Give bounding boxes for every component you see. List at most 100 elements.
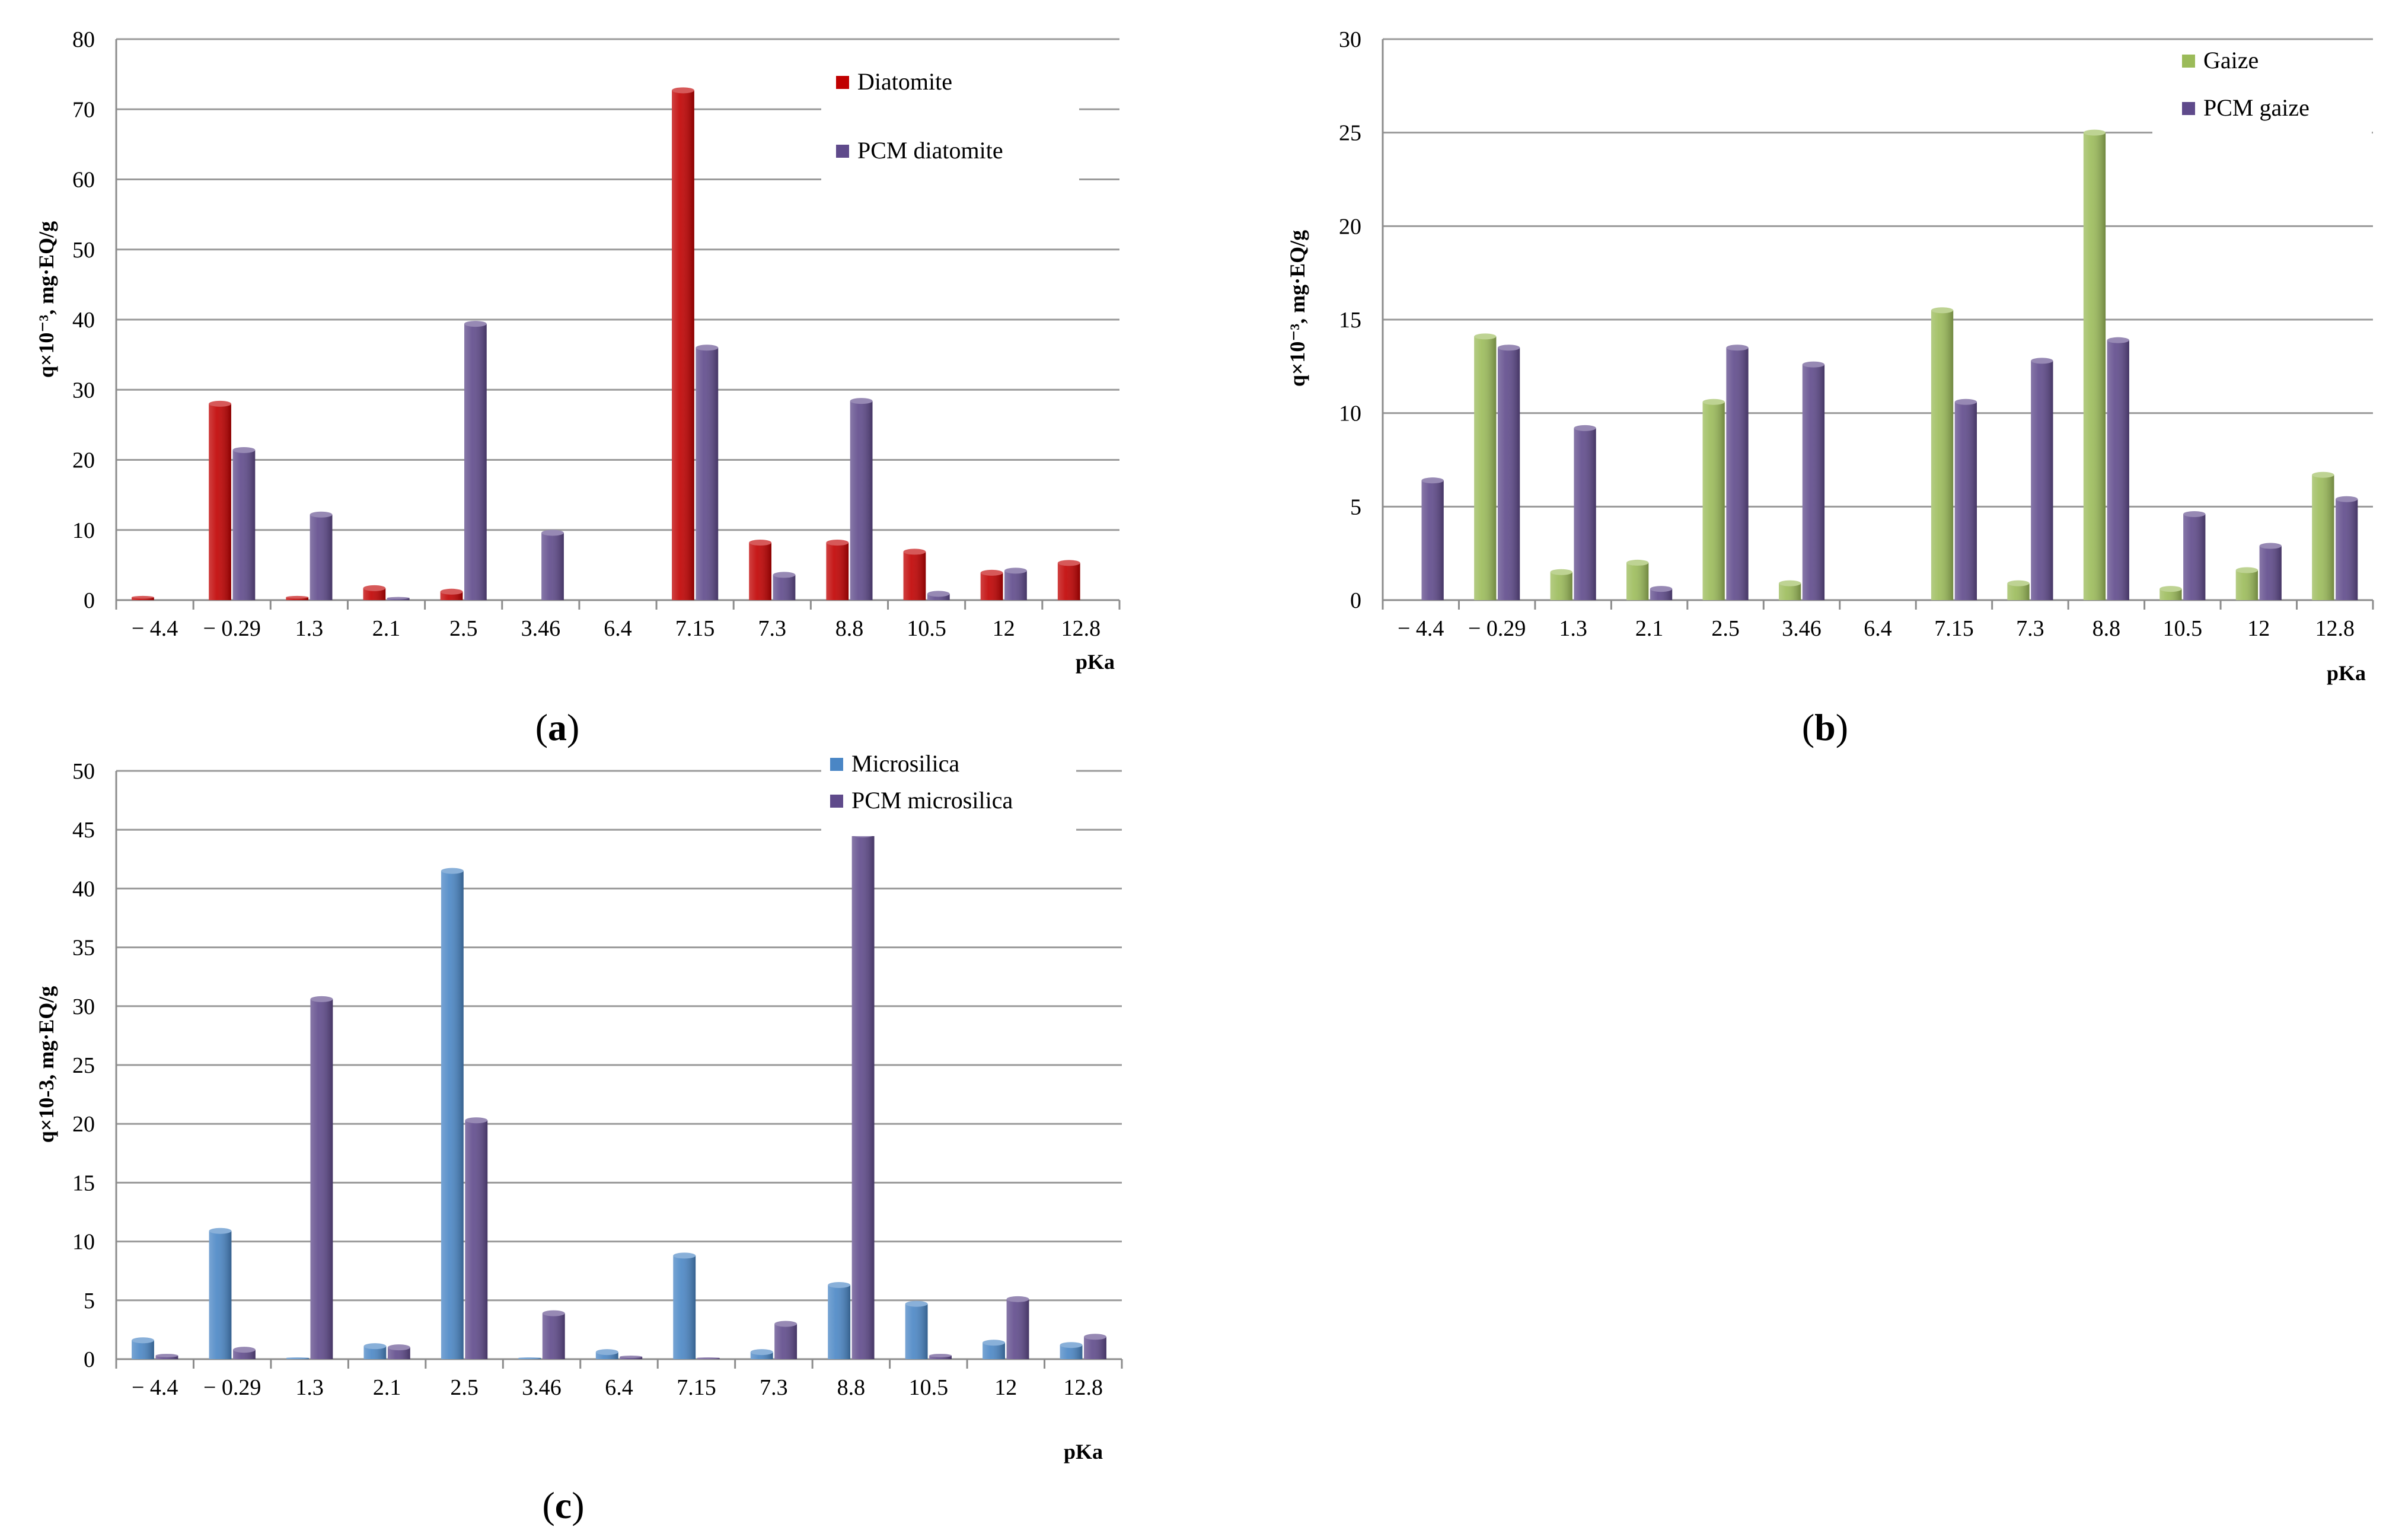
bar-cap [2107,337,2129,343]
bar-cap [1954,398,1977,405]
bar-cap [828,1282,851,1289]
x-tick-label: − 4.4 [132,1375,178,1400]
bar-shading [850,401,873,600]
bar-shading [363,588,386,600]
bar-cap [1060,1342,1083,1348]
bar-cap [1421,477,1444,484]
bar-shading [2183,514,2206,600]
panel-label: (b) [1802,706,1848,748]
x-tick-label: 8.8 [2092,616,2121,641]
legend-swatch [836,145,849,158]
bar-cap [440,588,463,595]
x-axis-label: pKa [1064,1440,1103,1464]
legend-swatch [830,758,843,771]
bar-cap [903,549,926,555]
x-tick-label: 10.5 [2163,616,2203,641]
legend: Gaize PCM gaize [2152,47,2372,142]
legend-background [821,68,1079,184]
bar-cap [465,1117,488,1124]
bar-shading [441,871,464,1359]
x-tick-label: − 4.4 [1398,616,1444,641]
bar-shading [2031,361,2053,600]
bar-shading [310,999,333,1359]
bar-shading [749,543,772,600]
x-tick-label: 2.1 [1635,616,1664,641]
bar-cap [905,1300,928,1307]
bar-shading [905,1303,928,1359]
x-tick-label: 1.3 [295,1375,324,1400]
x-tick-label: 12.8 [2315,616,2355,641]
bar-cap [2312,471,2334,478]
y-tick-label: 40 [72,308,95,333]
y-tick-labels: 0 5 10 15 20 25 30 [1339,27,1361,613]
bar-cap [2159,586,2182,592]
x-tick-label: 1.3 [1559,616,1587,641]
x-tick-labels: − 4.4 − 0.29 1.3 2.1 2.5 3.46 6.4 7.15 7.3 8.8 10.… [1398,616,2355,641]
bar-cap [2083,129,2106,136]
x-axis-ticks [1382,600,2374,610]
x-tick-label: − 0.29 [203,1375,261,1400]
bar-shading [542,1313,565,1359]
panel-label: (c) [542,1484,584,1526]
legend-label: PCM diatomite [857,137,1003,164]
legend-label: PCM gaize [2203,94,2310,121]
bar-cap [620,1356,643,1359]
bar-shading [2083,132,2106,600]
bar-shading [1060,1345,1083,1359]
bar-shading [464,324,487,600]
bar-cap [2007,580,2030,586]
bar-cap [672,87,694,94]
bar-shading [1084,1337,1106,1359]
bar-shading [2336,499,2358,600]
bar-shading [672,90,694,600]
x-tick-label: 2.1 [372,616,401,641]
bar-cap [363,585,386,591]
bar-cap [673,1252,696,1259]
legend-swatch [2182,102,2195,115]
bar-cap [286,1357,309,1359]
x-tick-label: 1.3 [295,616,324,641]
x-tick-label: 12 [2247,616,2270,641]
bar-shading [1954,401,1977,600]
bar-shading [1004,570,1027,600]
bar-shading [1497,347,1520,600]
bar-cap [1779,580,1801,586]
y-axis-label: q×10⁻³, mg·EQ/g [34,221,58,378]
bar-cap [1726,345,1749,351]
bar-shading [773,575,796,600]
y-tick-label: 60 [72,168,95,193]
bar-cap [387,597,410,600]
bar-shading [1474,336,1497,600]
x-tick-label: 8.8 [837,1375,866,1400]
y-tick-label: 30 [72,378,95,403]
bar-shading [2235,570,2259,600]
bar-cap [232,447,256,453]
bars [132,831,1106,1359]
bar-shading [828,1285,851,1359]
bar-cap [1550,569,1572,575]
x-tick-label: − 0.29 [1468,616,1526,641]
bar-cap [697,1357,720,1359]
y-tick-label: 30 [1339,27,1361,52]
bar-shading [1802,364,1825,600]
bar-shading [750,1352,773,1359]
bar-cap [1004,567,1027,574]
bar-cap [1931,307,1954,314]
y-tick-label: 5 [1350,495,1361,519]
bar-cap [1702,398,1725,405]
bar-cap [2259,543,2282,549]
x-tick-label: 7.3 [760,1375,788,1400]
legend: Diatomite PCM diatomite [821,68,1079,184]
x-tick-label: − 4.4 [132,616,178,641]
y-tick-label: 50 [72,759,95,784]
bar-cap [2183,511,2206,517]
bar-shading [1726,347,1749,600]
bar-cap [155,1354,178,1358]
gridlines [116,38,1119,601]
y-tick-label: 40 [72,876,95,901]
bar-shading [465,1120,488,1359]
bar-cap [1057,560,1080,566]
bar-shading [851,834,875,1359]
x-tick-label: 6.4 [605,1375,633,1400]
x-tick-label: 7.3 [758,616,787,641]
